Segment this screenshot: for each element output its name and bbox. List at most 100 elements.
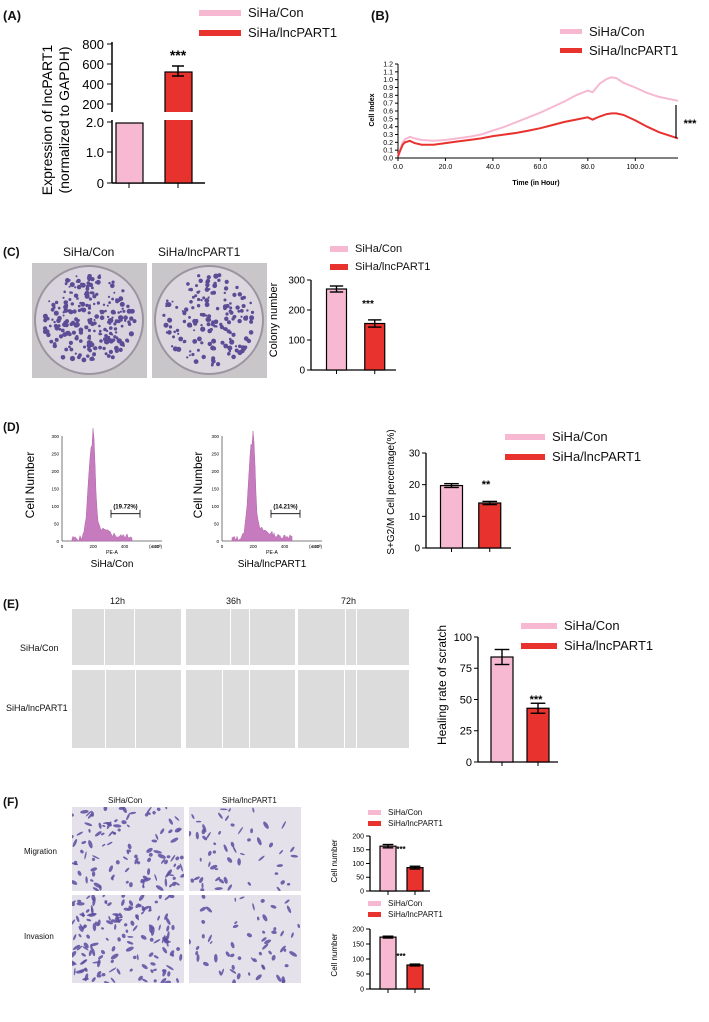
- scratch-image-lnc-72h: [298, 670, 409, 748]
- cell: [72, 813, 74, 817]
- colony-dot: [248, 330, 254, 335]
- cell: [247, 881, 252, 886]
- colony-dot: [172, 346, 178, 352]
- cell: [135, 903, 140, 908]
- colony-dot: [111, 280, 115, 284]
- cell: [103, 822, 110, 824]
- colony-dot: [246, 338, 252, 344]
- panel-d-legend: SiHa/Con SiHa/lncPART1: [505, 427, 641, 467]
- cell: [102, 895, 106, 898]
- significance-marker: ***: [396, 952, 406, 961]
- cell: [138, 975, 143, 981]
- cell: [122, 856, 128, 860]
- cell: [256, 916, 260, 921]
- colony-dot: [111, 316, 114, 319]
- bar-con: [490, 656, 514, 763]
- colony-dot: [62, 322, 68, 328]
- panel-f-migration-legend: SiHa/Con SiHa/lncPART1: [368, 807, 443, 829]
- cell: [200, 888, 205, 891]
- colony-dot: [81, 307, 87, 313]
- colony-dot: [92, 347, 95, 350]
- colony-dot: [109, 326, 113, 330]
- colony-dot: [114, 348, 119, 353]
- tick-label: 300: [211, 434, 219, 439]
- colony-dot: [53, 310, 59, 316]
- panel-b-label: (B): [371, 8, 390, 23]
- colony-dot: [65, 308, 68, 311]
- colony-dot: [111, 333, 114, 336]
- cell: [199, 877, 204, 884]
- colony-dot: [43, 318, 48, 323]
- colony-dot: [212, 291, 216, 294]
- tick-label: 200: [89, 544, 97, 549]
- cell: [82, 946, 89, 951]
- colony-dot: [93, 329, 96, 333]
- significance-marker: ***: [684, 118, 698, 130]
- cell: [138, 895, 145, 901]
- axis-title-y: Cell number: [330, 933, 339, 976]
- colony-dot: [189, 350, 192, 353]
- tick-label: 200: [288, 306, 305, 317]
- cell: [229, 969, 237, 974]
- colony-dot: [46, 332, 51, 338]
- cell: [84, 822, 93, 827]
- scratch-line: [134, 609, 135, 665]
- cell: [276, 974, 282, 982]
- cell: [256, 837, 262, 846]
- colony-dot: [246, 309, 249, 312]
- colony-dot: [200, 326, 206, 332]
- cell: [121, 933, 126, 939]
- cell: [108, 916, 111, 921]
- cell: [156, 807, 161, 812]
- cell: [169, 950, 175, 956]
- tick-label: 200: [82, 97, 104, 112]
- transwell-image-invasion-lnc: [189, 895, 301, 983]
- cell: [141, 978, 148, 983]
- cell: [271, 954, 276, 961]
- cell: [284, 964, 289, 968]
- cell: [164, 895, 171, 901]
- cell: [155, 833, 159, 840]
- cell: [121, 820, 127, 825]
- cell: [239, 896, 245, 900]
- cell: [270, 904, 277, 909]
- cell: [167, 971, 171, 977]
- colony-dot: [110, 355, 115, 360]
- cell: [72, 880, 78, 885]
- panel-a-legend: SiHa/Con SiHa/lncPART1: [199, 3, 337, 43]
- cell: [81, 840, 87, 845]
- colony-dot: [68, 345, 71, 349]
- colony-dot: [121, 307, 124, 310]
- colony-dot: [57, 315, 62, 321]
- cell: [147, 868, 151, 876]
- cell: [141, 964, 148, 970]
- cell: [166, 964, 174, 971]
- tick-label: 150: [211, 487, 219, 492]
- series-line-con: [397, 76, 679, 157]
- colony-dot: [209, 327, 213, 332]
- cell: [168, 874, 174, 877]
- cell: [80, 849, 84, 854]
- colony-dot: [207, 314, 212, 319]
- tick-label: (x 10³): [309, 544, 323, 549]
- significance-marker: ***: [362, 299, 374, 310]
- cell: [79, 959, 87, 965]
- colony-dot: [68, 279, 71, 282]
- colony-dot: [58, 334, 64, 339]
- colony-dot: [126, 339, 130, 343]
- colony-dot: [87, 328, 91, 332]
- cell: [142, 875, 148, 880]
- cell: [246, 933, 253, 938]
- cell: [189, 939, 191, 945]
- cell: [258, 951, 262, 956]
- gate-percentage: (14.21%): [273, 505, 297, 511]
- tick-label: 100.0: [627, 164, 645, 171]
- colony-dot: [80, 282, 86, 288]
- colony-dot: [228, 349, 232, 353]
- tick-label: 0.4: [383, 124, 393, 131]
- colony-dot: [196, 348, 200, 352]
- colony-dot: [119, 310, 122, 313]
- tick-label: 60.0: [534, 164, 548, 171]
- colony-dot: [102, 346, 106, 351]
- cell: [72, 944, 81, 950]
